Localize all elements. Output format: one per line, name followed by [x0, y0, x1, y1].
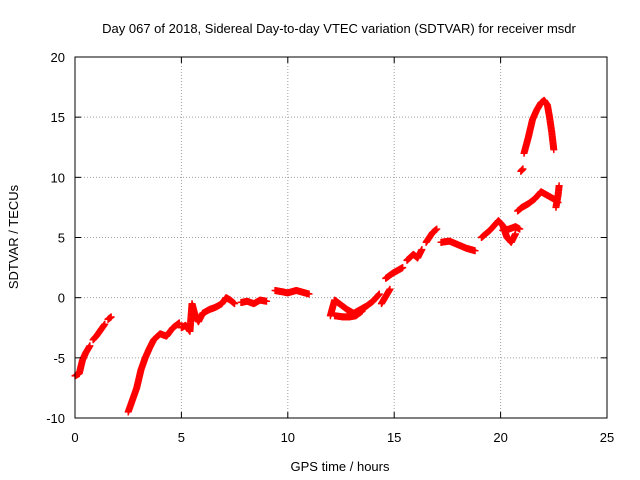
- data-point: [399, 264, 407, 272]
- data-point: [418, 246, 426, 254]
- x-axis-label: GPS time / hours: [291, 459, 390, 474]
- y-tick-label: -10: [46, 411, 65, 426]
- y-tick-label: 15: [51, 110, 65, 125]
- x-tick-label: 10: [281, 430, 295, 445]
- x-tick-label: 5: [178, 430, 185, 445]
- y-axis-label: SDTVAR / TECUs: [6, 184, 21, 289]
- y-tick-label: 0: [58, 291, 65, 306]
- data-point: [358, 307, 366, 315]
- data-points: [71, 96, 563, 416]
- x-tick-label: 20: [493, 430, 507, 445]
- x-tick-label: 15: [387, 430, 401, 445]
- data-point: [519, 165, 527, 173]
- y-tick-label: -5: [53, 351, 65, 366]
- data-point: [433, 225, 441, 233]
- data-point: [516, 225, 524, 233]
- plot-frame: [74, 56, 608, 419]
- x-tick-label: 25: [600, 430, 614, 445]
- data-point: [555, 182, 563, 190]
- data-point: [263, 297, 271, 305]
- data-point: [101, 320, 109, 328]
- axis-ticks: 0 5 10 15 20 25 -10 -5 0 5 10 15 20: [46, 50, 614, 445]
- x-tick-label: 0: [71, 430, 78, 445]
- data-point: [550, 146, 558, 154]
- y-tick-label: 5: [58, 231, 65, 246]
- data-point: [86, 342, 94, 350]
- data-point: [175, 319, 183, 327]
- y-tick-label: 20: [51, 50, 65, 65]
- data-point: [386, 285, 394, 293]
- grid-layer: [75, 57, 607, 418]
- data-point: [511, 230, 519, 238]
- chart-title: Day 067 of 2018, Sidereal Day-to-day VTE…: [102, 21, 576, 36]
- y-tick-label: 10: [51, 170, 65, 185]
- data-point: [107, 313, 115, 321]
- data-point: [375, 290, 383, 298]
- data-point: [305, 290, 313, 298]
- data-point: [231, 300, 239, 308]
- data-point: [471, 247, 479, 255]
